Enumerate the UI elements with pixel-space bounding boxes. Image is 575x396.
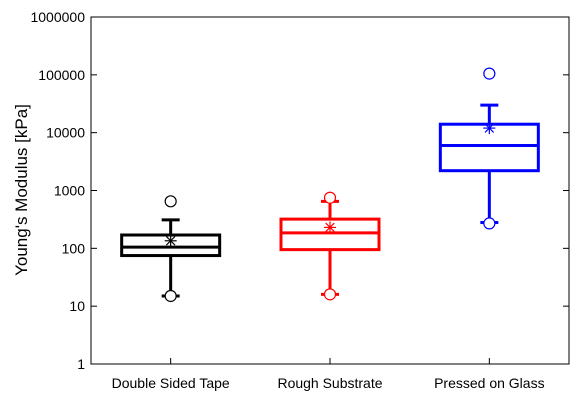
box-series (120, 67, 540, 303)
mean-stroke (165, 236, 176, 246)
max-marker (483, 67, 496, 80)
x-category-label: Rough Substrate (277, 375, 382, 391)
y-tick-label: 1000000 (30, 9, 85, 25)
min-marker (164, 289, 177, 303)
x-axis: Double Sided Tape Rough Substrate Pressed … (112, 358, 545, 391)
mean-marker (164, 234, 177, 247)
min-marker (483, 217, 496, 230)
mean-marker (483, 122, 496, 135)
mean-stroke (484, 123, 495, 133)
max-marker (323, 191, 337, 204)
y-tick-label: 10 (69, 298, 85, 314)
box-2 (279, 191, 381, 301)
max-marker (164, 195, 177, 208)
box-1 (120, 195, 222, 303)
plot-frame (90, 16, 570, 365)
mean-stroke (325, 222, 335, 233)
y-tick-label: 1 (77, 356, 85, 372)
x-category-label: Pressed on Glass (434, 375, 545, 391)
min-marker (323, 288, 337, 301)
y-axis: 1 10 100 1000 10000 100000 1000000 (30, 9, 569, 372)
y-tick-label: 1000 (54, 183, 85, 199)
y-tick-label: 10000 (46, 125, 85, 141)
x-category-label: Double Sided Tape (112, 375, 230, 391)
mean-marker (324, 221, 336, 234)
y-axis-title: Young's Modulus [kPa] (12, 104, 31, 276)
y-tick-label: 100000 (38, 67, 85, 83)
box-3 (438, 67, 540, 230)
y-tick-label: 100 (62, 240, 86, 256)
